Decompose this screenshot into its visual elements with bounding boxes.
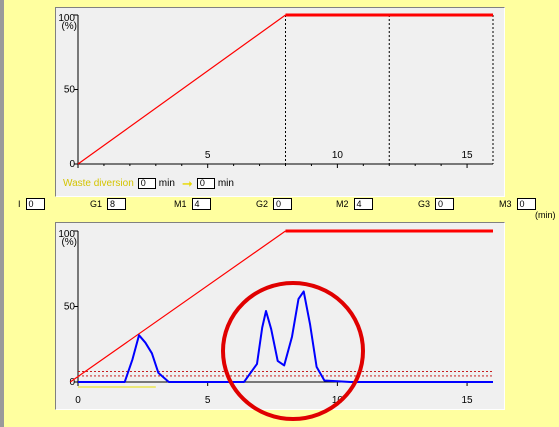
param-g2: G2 0 — [256, 198, 293, 210]
y-unit-label: (%) — [61, 21, 77, 32]
y-tick-label: 50 — [64, 302, 76, 313]
param-m2: M2 4 — [336, 198, 373, 210]
x-tick-label: 10 — [332, 395, 344, 406]
param-g3-label: G3 — [418, 199, 431, 209]
gradient-ramp-line — [77, 14, 286, 165]
chromatogram-chart: 100 50 0 (%) 0 5 10 15 — [58, 229, 493, 406]
waste-diversion-end-field[interactable]: 0 — [196, 178, 215, 189]
waste-diversion-start-field[interactable]: 0 — [137, 178, 156, 189]
param-g2-field[interactable]: 0 — [273, 198, 293, 210]
waste-diversion-label: Waste diversion — [63, 178, 134, 189]
param-g1-field[interactable]: 8 — [107, 198, 127, 210]
waste-diversion-start-unit: min — [158, 178, 175, 189]
right-arrow-icon: ➞ — [181, 175, 193, 191]
param-g1-label: G1 — [90, 199, 103, 209]
gradient-chart-panel: 100 50 0 (%) 5 10 15 Waste diversion 0 min ➞ 0… — [55, 7, 505, 197]
param-i-label: I — [18, 199, 21, 209]
x-tick-label: 10 — [332, 150, 344, 161]
param-m1-label: M1 — [174, 199, 187, 209]
param-m1-field[interactable]: 4 — [191, 198, 211, 210]
param-g1: G1 8 — [90, 198, 127, 210]
gradient-ramp-line — [69, 230, 286, 383]
window-left-edge — [0, 0, 4, 427]
x-tick-label: 15 — [462, 150, 474, 161]
param-m3-label: M3 — [499, 199, 512, 209]
x-tick-label: 0 — [75, 395, 81, 406]
time-unit-label: (min) — [535, 210, 556, 220]
param-i-field[interactable]: 0 — [25, 198, 45, 210]
chromatogram-panel: 100 50 0 (%) 0 5 10 15 — [55, 222, 505, 410]
y-unit-label: (%) — [61, 237, 77, 248]
y-tick-label: 100 — [58, 13, 75, 24]
waste-diversion-end-unit: min — [217, 178, 234, 189]
x-tick-label: 15 — [462, 395, 474, 406]
gradient-chart: 100 50 0 (%) 5 10 15 — [58, 13, 494, 170]
param-m1: M1 4 — [174, 198, 211, 210]
param-m3-field[interactable]: 0 — [516, 198, 536, 210]
y-tick-label: 0 — [69, 377, 75, 388]
waste-diversion-row: Waste diversion 0 min ➞ 0 min — [63, 175, 237, 191]
param-m2-field[interactable]: 4 — [353, 198, 373, 210]
x-tick-label: 5 — [205, 150, 211, 161]
param-g3: G3 0 — [418, 198, 455, 210]
param-g3-field[interactable]: 0 — [435, 198, 455, 210]
y-tick-label: 0 — [69, 159, 75, 170]
param-i: I 0 — [18, 198, 45, 210]
param-g2-label: G2 — [256, 199, 269, 209]
y-tick-label: 50 — [64, 85, 76, 96]
param-m2-label: M2 — [336, 199, 349, 209]
x-tick-label: 5 — [205, 395, 211, 406]
y-tick-label: 100 — [58, 229, 75, 240]
gradient-parameter-row: I 0 G1 8 M1 4 G2 0 M2 4 G3 0 M3 0 — [0, 198, 559, 212]
chromatogram-trace — [78, 290, 493, 383]
param-m3: M3 0 — [499, 198, 536, 210]
